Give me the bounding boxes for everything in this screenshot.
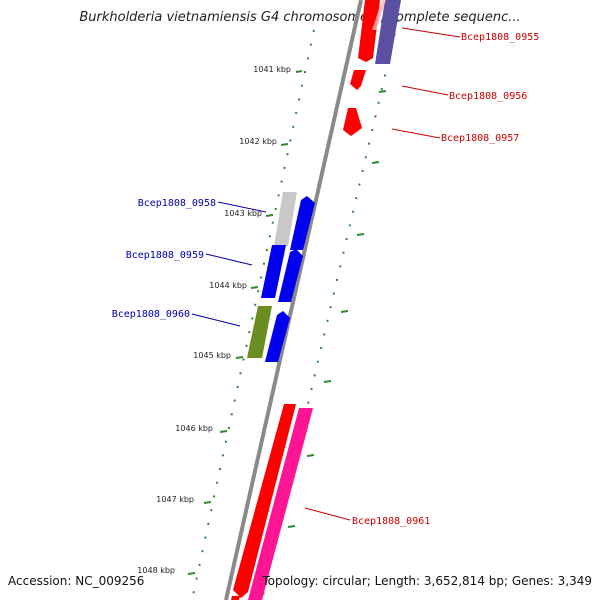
scale-label: 1041 kbp — [253, 65, 291, 74]
scale-label: 1044 kbp — [209, 281, 247, 290]
scale-label: 1045 kbp — [193, 351, 231, 360]
leader-0960 — [191, 313, 241, 327]
right-track-ticks — [287, 90, 387, 528]
gene-feature-0958 — [274, 192, 297, 246]
gene-feature-0959-blue — [278, 249, 303, 302]
track-tick — [306, 454, 315, 457]
leader-0957 — [391, 128, 441, 139]
scale-label: 1046 kbp — [175, 424, 213, 433]
gene-feature-0961 — [233, 404, 296, 598]
scale-tick — [295, 70, 303, 73]
leader-0958 — [217, 201, 267, 213]
scale-ticks — [187, 70, 303, 575]
scale-tick — [250, 286, 259, 289]
gene-feature-0957 — [343, 108, 362, 136]
gene-feature-0956 — [350, 70, 366, 90]
track-tick — [356, 233, 365, 236]
gene-label[interactable]: Bcep1808_0957 — [441, 133, 519, 144]
gene-feature-0960 — [247, 306, 272, 358]
gene-feature-next — [231, 596, 240, 600]
gene-label[interactable]: Bcep1808_0956 — [449, 91, 527, 102]
scale-tick — [187, 572, 196, 575]
scale-tick — [235, 356, 244, 359]
gene-feature-0961-pink — [248, 408, 313, 600]
leader-0955 — [401, 27, 461, 38]
scale-label: 1047 kbp — [156, 495, 194, 504]
gene-feature-0955c — [372, 0, 386, 30]
scale-track-left — [191, 29, 315, 600]
scale-track-right — [261, 19, 399, 600]
scale-tick — [280, 143, 289, 146]
gene-label[interactable]: Bcep1808_0958 — [138, 198, 216, 209]
summary-text: Topology: circular; Length: 3,652,814 bp… — [262, 574, 592, 588]
track-tick — [323, 380, 332, 383]
leader-0961 — [304, 507, 351, 521]
leader-0956 — [401, 85, 449, 96]
track-tick — [371, 161, 380, 164]
leader-0959 — [205, 253, 253, 266]
features — [231, 0, 401, 600]
accession-text: Accession: NC_009256 — [8, 574, 145, 588]
scale-tick — [219, 430, 228, 433]
scale-label: 1043 kbp — [224, 209, 262, 218]
scale-tick — [265, 214, 274, 217]
scale-label: 1048 kbp — [137, 566, 175, 575]
map-title: Burkholderia vietnamiensis G4 chromosome… — [79, 10, 521, 25]
track-tick — [340, 310, 349, 313]
gene-feature-0955b — [375, 0, 401, 64]
track-tick — [378, 90, 387, 93]
leaders — [191, 27, 461, 521]
gene-label[interactable]: Bcep1808_0960 — [112, 309, 190, 320]
backbone-line — [224, 0, 363, 600]
gene-feature-0960-blue — [265, 311, 290, 362]
track-tick — [287, 525, 296, 528]
gene-label[interactable]: Bcep1808_0955 — [461, 32, 539, 43]
gene-feature-0958-blue — [290, 196, 315, 250]
scale-tick — [203, 501, 212, 504]
gene-label[interactable]: Bcep1808_0959 — [126, 250, 204, 261]
gene-feature-0955 — [358, 0, 380, 62]
scale-label: 1042 kbp — [239, 137, 277, 146]
gene-feature-0959 — [261, 245, 286, 298]
gene-label[interactable]: Bcep1808_0961 — [352, 516, 430, 527]
